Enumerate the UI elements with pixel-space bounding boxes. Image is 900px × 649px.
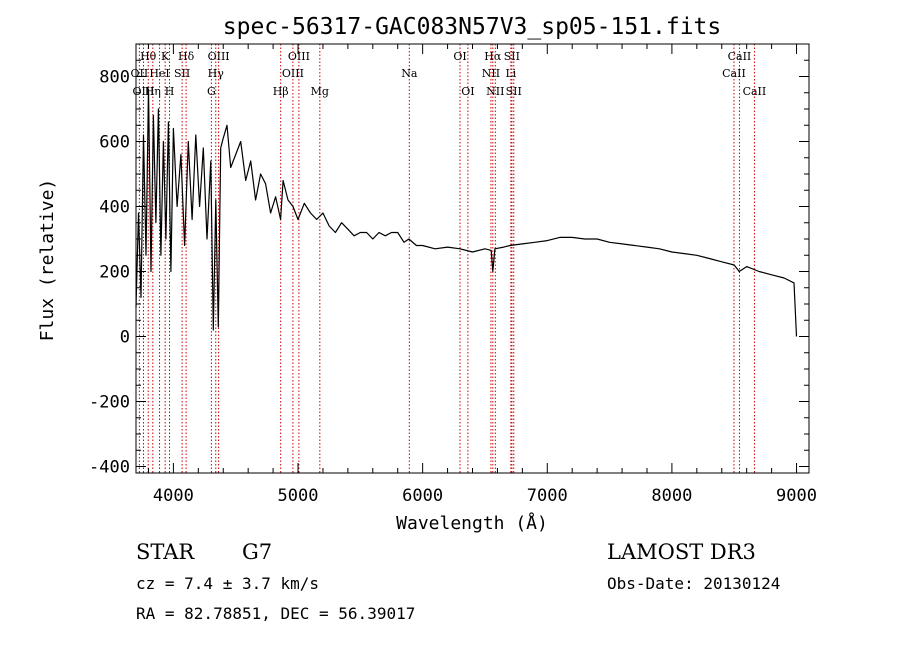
marker-label: OIII [288,50,310,63]
marker-label: H [165,85,175,98]
marker-label: OIII [208,50,230,63]
x-tick-label: 6000 [402,486,443,506]
marker-label: OIII [282,67,304,80]
marker-label: OI [453,50,466,63]
marker-label: NII [482,67,500,80]
observation-date: Obs-Date: 20130124 [607,574,780,593]
marker-label: Hη [145,85,161,98]
spectrum-series [135,88,798,337]
marker-label: Hθ [140,50,157,63]
y-axis-label: Flux (relative) [37,179,58,342]
marker-label: Hγ [208,67,225,80]
marker-label: SII [504,50,520,63]
marker-label: Na [401,67,418,80]
x-tick-label: 9000 [776,486,817,506]
marker-label: SII [174,67,190,80]
coordinates: RA = 82.78851, DEC = 56.39017 [136,604,415,623]
marker-label: HeI [149,67,169,80]
marker-label: Hδ [178,50,195,63]
spectrum-line-0 [135,88,798,337]
marker-label: CaII [728,50,752,63]
x-tick-label: 5000 [278,486,319,506]
marker-label: CaII [743,85,767,98]
y-tick-label: 200 [99,263,130,283]
marker-label: Li [505,67,516,80]
marker-label: NII [486,85,504,98]
axis-ticks: 4000 5000 6000 7000 8000 9000 -400 -200 0 200 400 6… [89,44,817,506]
chart-title: spec-56317-GAC083N57V3_sp05-151.fits [223,14,722,40]
x-tick-label: 8000 [651,486,692,506]
y-tick-label: 600 [99,133,130,153]
marker-label: CaII [722,67,746,80]
marker-label: SII [506,85,522,98]
x-tick-label: 7000 [527,486,568,506]
object-type: STAR [136,540,195,564]
marker-label: Hα [484,50,502,63]
x-tick-label: 4000 [153,486,194,506]
y-tick-label: -200 [89,393,130,413]
marker-label: Hβ [273,85,289,98]
y-tick-label: 0 [120,328,130,348]
marker-label: OII [131,67,149,80]
survey-name: LAMOST DR3 [607,540,756,564]
x-axis-label: Wavelength (Å) [396,512,548,534]
y-tick-label: -400 [89,458,130,478]
marker-label: Mg [311,85,329,98]
marker-label: OI [461,85,474,98]
redshift-cz: cz = 7.4 ± 3.7 km/s [136,574,319,593]
subclass: G7 [242,540,272,564]
y-tick-label: 800 [99,68,130,88]
marker-label: G [207,85,216,98]
marker-label: K [161,50,170,63]
y-tick-label: 400 [99,198,130,218]
